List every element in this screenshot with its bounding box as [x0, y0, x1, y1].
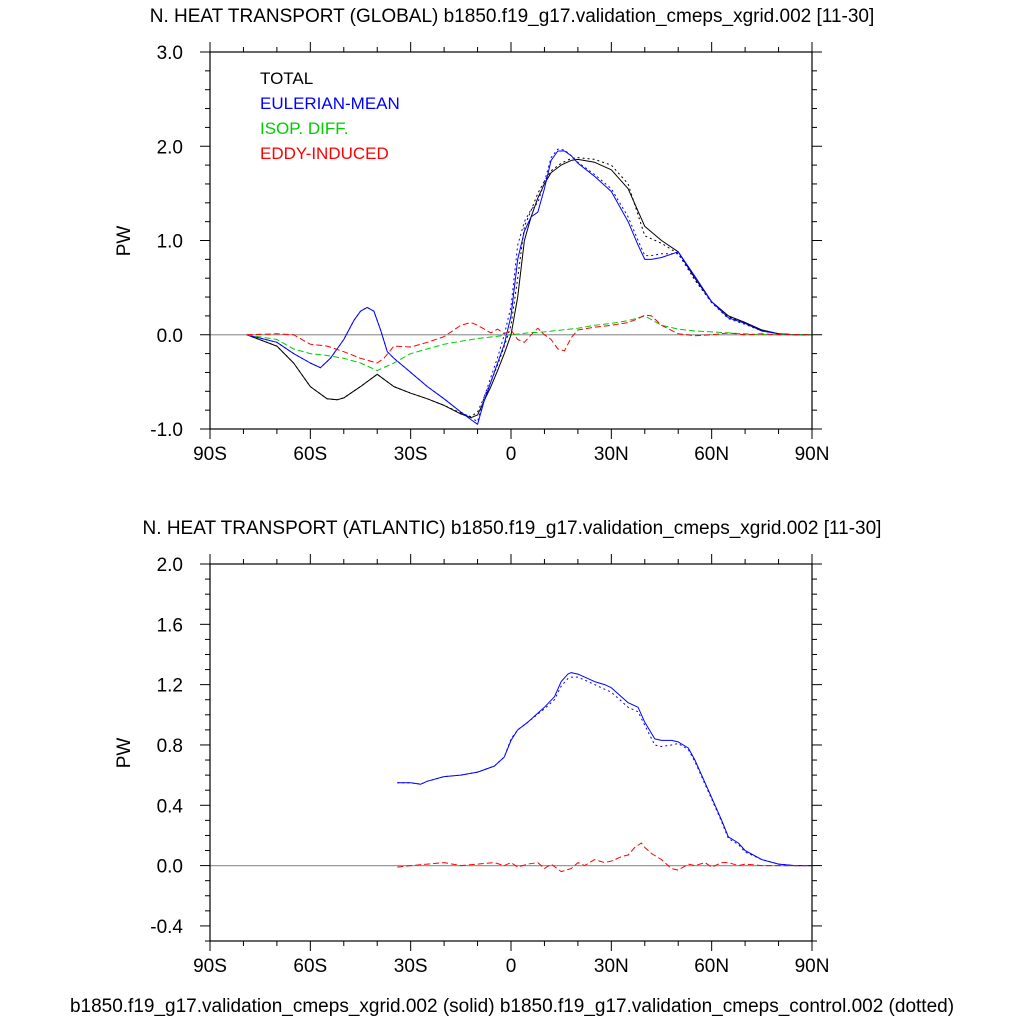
y-tick-label: 1.0 [157, 232, 183, 253]
series-line-isop-dashed [246, 315, 812, 372]
x-tick-label: 0 [506, 956, 517, 977]
x-tick-label: 90S [193, 956, 227, 977]
chart-global: N. HEAT TRANSPORT (GLOBAL) b1850.f19_g17… [114, 6, 874, 465]
legend: TOTAL EULERIAN-MEAN ISOP. DIFF. EDDY-IND… [260, 69, 400, 163]
x-tick-label: 90N [795, 956, 830, 977]
x-tick-label: 30N [594, 444, 629, 465]
y-tick-label: 2.0 [157, 555, 183, 576]
x-tick-label: 0 [506, 444, 517, 465]
y-tick-label: 0.4 [157, 796, 184, 817]
x-tick-label: 90N [795, 444, 830, 465]
plot-frame [209, 51, 813, 430]
y-axis-label: PW [114, 226, 135, 257]
y-tick-label: 1.6 [157, 615, 183, 636]
x-tick-label: 30N [594, 956, 629, 977]
x-tick-label: 60N [694, 444, 729, 465]
plot-frame [209, 563, 813, 942]
chart-atlantic: N. HEAT TRANSPORT (ATLANTIC) b1850.f19_g… [114, 518, 881, 977]
series-lines [210, 148, 812, 425]
x-tick-label: 60S [293, 444, 327, 465]
y-tick-label: 0.0 [157, 326, 183, 347]
x-tick-label: 30S [394, 444, 428, 465]
y-tick-label: -1.0 [150, 420, 183, 441]
legend-total: TOTAL [260, 69, 313, 88]
y-tick-label: 3.0 [157, 43, 183, 64]
axis-ticks: 90S 60S 30S 0 30N 60N 90N -0.4 0.0 0.4 0.8 1.2 1.6 2.… [150, 554, 829, 977]
legend-isop: ISOP. DIFF. [260, 119, 349, 138]
x-tick-label: 60N [694, 956, 729, 977]
series-line-eddy-dashed [246, 314, 812, 364]
series-line-eddy-dashed [397, 842, 812, 873]
series-lines [210, 672, 812, 873]
y-tick-label: 2.0 [157, 137, 183, 158]
series-line-eulerian-dotted [397, 676, 812, 867]
footer-caption: b1850.f19_g17.validation_cmeps_xgrid.002… [70, 996, 954, 1017]
legend-eulerian: EULERIAN-MEAN [260, 94, 400, 113]
axis-ticks: 90S 60S 30S 0 30N 60N 90N -1.0 0.0 1.0 2.0 3.0 [150, 42, 829, 465]
series-line-total-dotted [246, 157, 812, 418]
y-tick-label: 1.2 [157, 676, 183, 697]
chart-title: N. HEAT TRANSPORT (GLOBAL) b1850.f19_g17… [150, 6, 875, 27]
x-tick-label: 60S [293, 956, 327, 977]
x-tick-label: 90S [193, 444, 227, 465]
x-tick-label: 30S [394, 956, 428, 977]
y-axis-label: PW [114, 738, 135, 769]
legend-eddy: EDDY-INDUCED [260, 144, 389, 163]
y-tick-label: 0.0 [157, 857, 183, 878]
y-tick-label: -0.4 [150, 917, 183, 938]
y-tick-label: 0.8 [157, 736, 183, 757]
series-line-eulerian-dotted [246, 148, 812, 422]
chart-title: N. HEAT TRANSPORT (ATLANTIC) b1850.f19_g… [143, 518, 882, 539]
